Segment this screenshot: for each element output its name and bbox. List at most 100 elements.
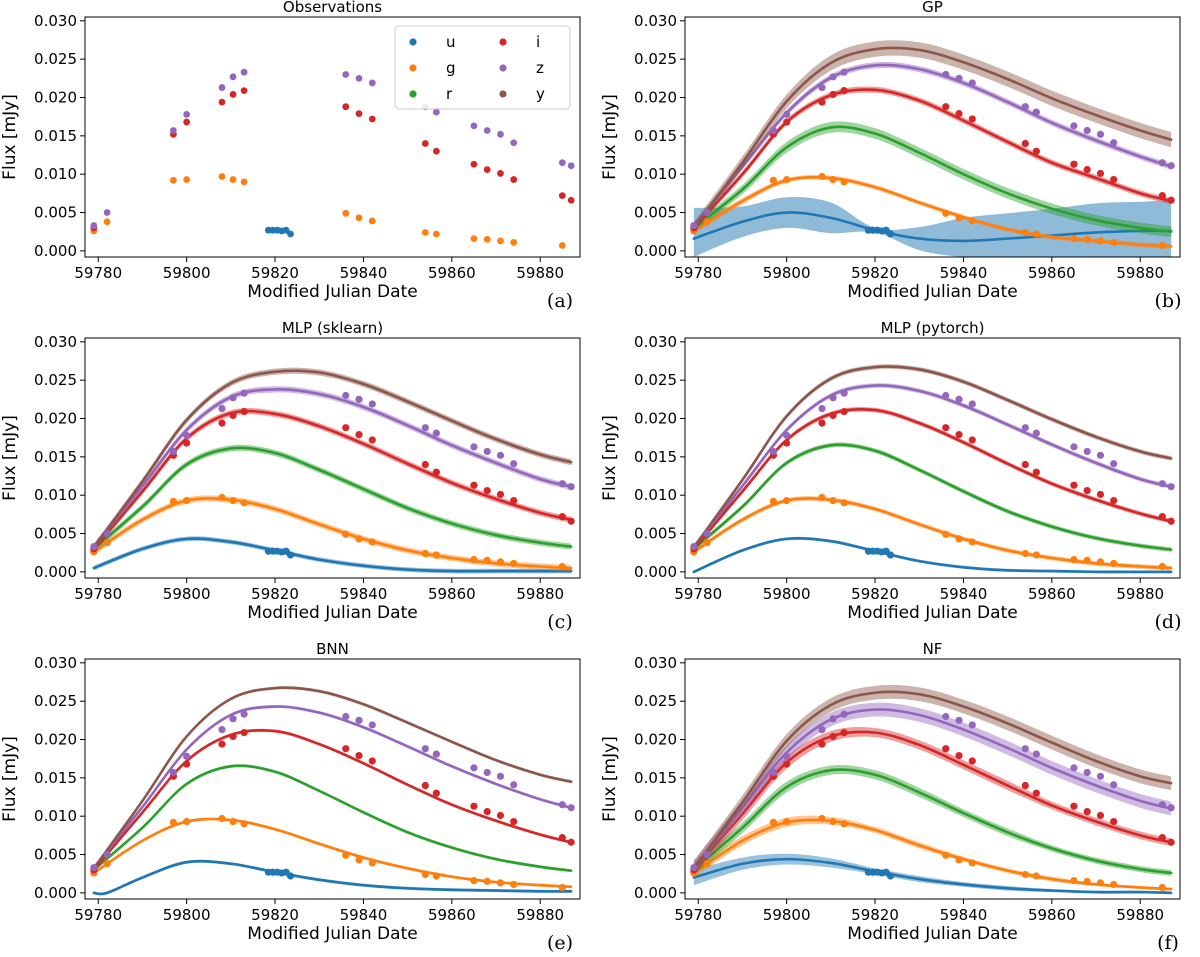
legend-label-g: g: [446, 59, 456, 77]
legend-marker-i: [499, 38, 507, 46]
x-tick-label: 59880: [516, 264, 564, 282]
series-y-line: [692, 46, 1173, 230]
observation-point-g: [1158, 241, 1166, 250]
panel-b: GP 59780 59800 59820 59840 59860 59880 0.000 0.0…: [600, 0, 1182, 312]
observation-point-g: [1110, 559, 1118, 568]
observation-point-z: [470, 443, 478, 451]
panel-letter: (f): [1157, 932, 1179, 954]
observation-point-g: [470, 235, 478, 242]
x-tick-label: 59840: [340, 264, 388, 282]
observation-point-u: [886, 551, 895, 559]
observation-point-g: [829, 817, 837, 826]
x-tick-label: 59820: [251, 906, 299, 924]
observation-point-i: [1083, 486, 1091, 495]
legend-label-i: i: [536, 33, 540, 51]
observation-point-z: [567, 162, 575, 170]
panel-title: Observations: [283, 0, 382, 16]
x-tick-label: 59880: [1116, 264, 1164, 282]
observation-point-z: [421, 745, 429, 753]
observation-point-z: [1167, 804, 1175, 812]
observation-point-i: [432, 147, 440, 155]
x-tick-label: 59800: [763, 585, 811, 603]
observation-point-z: [567, 804, 575, 812]
x-tick-label: 59880: [1116, 906, 1164, 924]
observation-point-i: [942, 745, 950, 753]
series-z-line: [92, 705, 573, 869]
observation-point-z: [368, 79, 376, 87]
observation-point-i: [955, 431, 963, 439]
observation-point-z: [968, 79, 976, 87]
y-tick-label: 0.015: [34, 448, 77, 466]
observation-point-z: [1083, 126, 1091, 135]
y-axis-label: Flux [mJy]: [0, 94, 20, 180]
x-tick-label: 59840: [940, 906, 988, 924]
legend-label-y: y: [536, 85, 545, 103]
observation-point-g: [470, 876, 478, 885]
observation-point-g: [368, 217, 376, 225]
y-tick-label: 0.025: [634, 692, 677, 710]
panel-letter: (e): [547, 932, 573, 954]
observation-point-i: [229, 91, 237, 98]
observation-point-g: [1083, 877, 1091, 885]
y-tick-label: 0.020: [634, 731, 677, 749]
y-tick-label: 0.015: [634, 448, 677, 466]
observation-point-g: [103, 860, 111, 868]
observation-point-i: [818, 419, 826, 427]
observation-point-g: [703, 860, 711, 868]
y-tick-label: 0.000: [34, 563, 77, 581]
observation-point-u: [282, 226, 290, 234]
observation-point-i: [818, 740, 826, 748]
series-g-line: [92, 817, 573, 889]
x-tick-label: 59800: [763, 906, 811, 924]
observation-point-i: [218, 98, 226, 106]
observation-point-z: [558, 159, 566, 167]
observation-point-z: [483, 447, 491, 456]
observation-point-g: [183, 176, 191, 183]
observation-point-g: [783, 496, 791, 505]
observation-point-g: [368, 538, 376, 546]
observation-point-g: [421, 549, 429, 558]
observation-point-g: [496, 879, 505, 887]
observation-point-i: [1096, 169, 1105, 178]
observation-point-z: [103, 209, 111, 216]
y-tick-label: 0.030: [34, 333, 77, 351]
y-tick-label: 0.010: [634, 165, 677, 183]
observation-point-u: [287, 230, 294, 238]
observation-point-z: [218, 725, 226, 734]
x-tick-label: 59820: [851, 585, 899, 603]
observation-point-z: [183, 752, 191, 760]
plot-area: [690, 40, 1175, 257]
observation-point-z: [183, 110, 191, 118]
panel-e: BNN 59780 59800 59820 59840 59860 59880 0.000 0.…: [0, 640, 581, 954]
observation-point-z: [432, 429, 440, 437]
observation-point-z: [510, 139, 518, 147]
observation-point-g: [942, 851, 950, 859]
observation-point-g: [1021, 549, 1029, 558]
x-axis-label: Modified Julian Date: [847, 603, 1017, 623]
observation-point-g: [558, 242, 566, 249]
observation-point-i: [567, 838, 575, 846]
observation-point-g: [558, 883, 566, 892]
observation-point-g: [229, 817, 237, 826]
observation-point-g: [1070, 234, 1078, 243]
x-tick-label: 59780: [674, 585, 722, 603]
y-tick-label: 0.030: [34, 12, 77, 30]
axes-frame: [684, 337, 1181, 579]
observation-point-z: [690, 863, 698, 872]
band-u-uncertainty: [693, 197, 1172, 257]
x-tick-label: 59840: [940, 264, 988, 282]
observation-point-i: [1070, 160, 1078, 168]
observation-point-i: [183, 439, 191, 447]
legend: u i g z r y: [394, 25, 571, 110]
observation-point-g: [1110, 238, 1118, 247]
observation-point-z: [942, 712, 950, 721]
observation-point-g: [1083, 556, 1091, 564]
observation-point-i: [558, 513, 566, 521]
observation-point-i: [1110, 496, 1118, 505]
observation-point-i: [558, 192, 566, 200]
observation-point-z: [818, 404, 826, 413]
observation-point-g: [218, 173, 226, 180]
observation-point-g: [1070, 555, 1078, 564]
observation-point-z: [510, 781, 518, 789]
observation-point-g: [955, 214, 963, 222]
